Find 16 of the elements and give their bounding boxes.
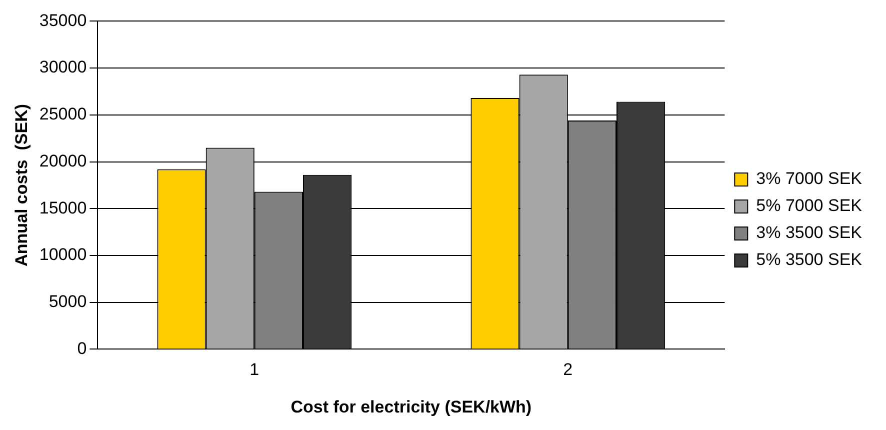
y-tick-label: 10000	[39, 245, 87, 264]
legend-label: 3% 3500 SEK	[756, 223, 863, 242]
x-tick-label: 1	[250, 360, 260, 380]
y-tick-label: 25000	[39, 104, 87, 124]
y-tick-label: 30000	[39, 58, 87, 77]
y-tick-label: 15000	[39, 198, 87, 218]
y-axis-title: Annual costs (SEK)	[12, 104, 31, 266]
x-axis-title: Cost for electricity (SEK/kWh)	[290, 397, 532, 416]
y-tick-label: 5000	[48, 292, 87, 312]
legend-label: 5% 7000 SEK	[756, 196, 863, 216]
x-tick-label: 2	[563, 360, 573, 380]
y-tick-label: 20000	[39, 151, 87, 170]
y-tick-label: 0	[77, 338, 87, 358]
legend-label: 3% 7000 SEK	[756, 169, 863, 188]
y-tick-label: 35000	[39, 10, 87, 30]
legend-label: 5% 3500 SEK	[756, 250, 863, 270]
